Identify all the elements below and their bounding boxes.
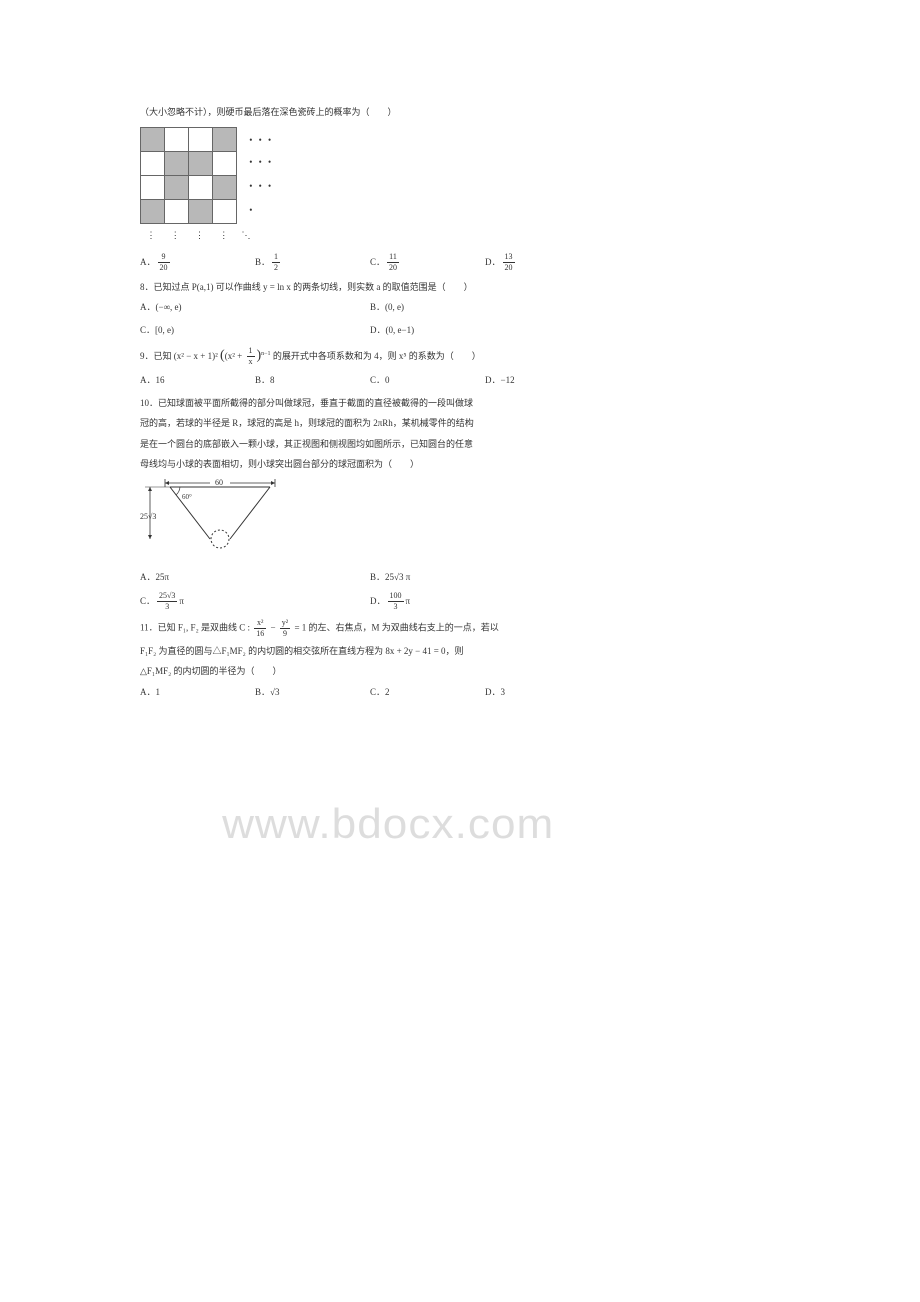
option-a: A．(−∞, e) (140, 300, 370, 314)
option-d: D．(0, e−1) (370, 323, 600, 337)
option-a: A．16 (140, 373, 255, 387)
option-b: B．√3 (255, 685, 370, 699)
option-d: D． 1003 π (370, 592, 600, 611)
q10-line2: 冠的高，若球的半径是 R，球冠的高是 h，则球冠的面积为 2πRh，某机械零件的… (140, 416, 620, 430)
option-b: B． 12 (255, 253, 370, 272)
q11-line3: △F₁MF₂ 的内切圆的半径为（ ） (140, 664, 620, 678)
intro-line: （大小忽略不计），则硬币最后落在深色瓷砖上的概率为（ ） (140, 105, 620, 119)
q11-options: A．1 B．√3 C．2 D．3 (140, 685, 620, 699)
option-b: B．25√3 π (370, 570, 600, 584)
dots-icon: • (243, 203, 254, 217)
tile-grid-diagram: • • • • • • • • • • ⋮ ⋮ ⋮ ⋮ ⋱ (140, 127, 620, 242)
option-b: B．8 (255, 373, 370, 387)
option-c: C． 1120 (370, 253, 485, 272)
option-c: C．[0, e) (140, 323, 370, 337)
q8-options-row2: C．[0, e) D．(0, e−1) (140, 323, 620, 337)
q10-diagram: 60 60° 25√3 (140, 477, 620, 561)
option-d: D． 1320 (485, 253, 600, 272)
q10-options-row1: A．25π B．25√3 π (140, 570, 620, 584)
q11-line1: 11．已知 F₁, F₂ 是双曲线 C : x²16 − y²9 = 1 的左、… (140, 619, 620, 638)
option-d: D．−12 (485, 373, 600, 387)
q10-line3: 是在一个圆台的底部嵌入一颗小球，其正视图和侧视图均如图所示，已知圆台的任意 (140, 437, 620, 451)
dots-icon: • • • (243, 179, 273, 193)
option-a: A． 920 (140, 253, 255, 272)
q8-text: 8．已知过点 P(a,1) 可以作曲线 y = ln x 的两条切线，则实数 a… (140, 280, 620, 294)
dots-icon: • • • (243, 155, 273, 169)
option-c: C． 25√33 π (140, 592, 370, 611)
q11-line2: F₁F₂ 为直径的圆与△F₁MF₂ 的内切圆的相交弦所在直线方程为 8x + 2… (140, 644, 620, 658)
option-d: D．3 (485, 685, 600, 699)
q10-options-row2: C． 25√33 π D． 1003 π (140, 592, 620, 611)
watermark: www.bdocx.com (222, 800, 554, 848)
q7-options: A． 920 B． 12 C． 1120 D． 1320 (140, 253, 620, 272)
option-b: B．(0, e) (370, 300, 600, 314)
side-label: 25√3 (140, 512, 156, 521)
q8-options-row1: A．(−∞, e) B．(0, e) (140, 300, 620, 314)
q9-text: 9．已知 (x² − x + 1)² ((x² + 1x)n−1 的展开式中各项… (140, 345, 620, 367)
top-label: 60 (215, 478, 223, 487)
angle-label: 60° (182, 493, 192, 501)
option-c: C．0 (370, 373, 485, 387)
option-a: A．25π (140, 570, 370, 584)
option-c: C．2 (370, 685, 485, 699)
document-body: （大小忽略不计），则硬币最后落在深色瓷砖上的概率为（ ） • • • • • •… (140, 105, 620, 707)
dots-row: ⋮ ⋮ ⋮ ⋮ ⋱ (140, 228, 620, 242)
option-a: A．1 (140, 685, 255, 699)
dots-icon: • • • (243, 133, 273, 147)
q10-line1: 10．已知球面被平面所截得的部分叫做球冠，垂直于截面的直径被截得的一段叫做球 (140, 396, 620, 410)
q10-line4: 母线均与小球的表面相切，则小球突出圆台部分的球冠面积为（ ） (140, 457, 620, 471)
q9-options: A．16 B．8 C．0 D．−12 (140, 373, 620, 387)
